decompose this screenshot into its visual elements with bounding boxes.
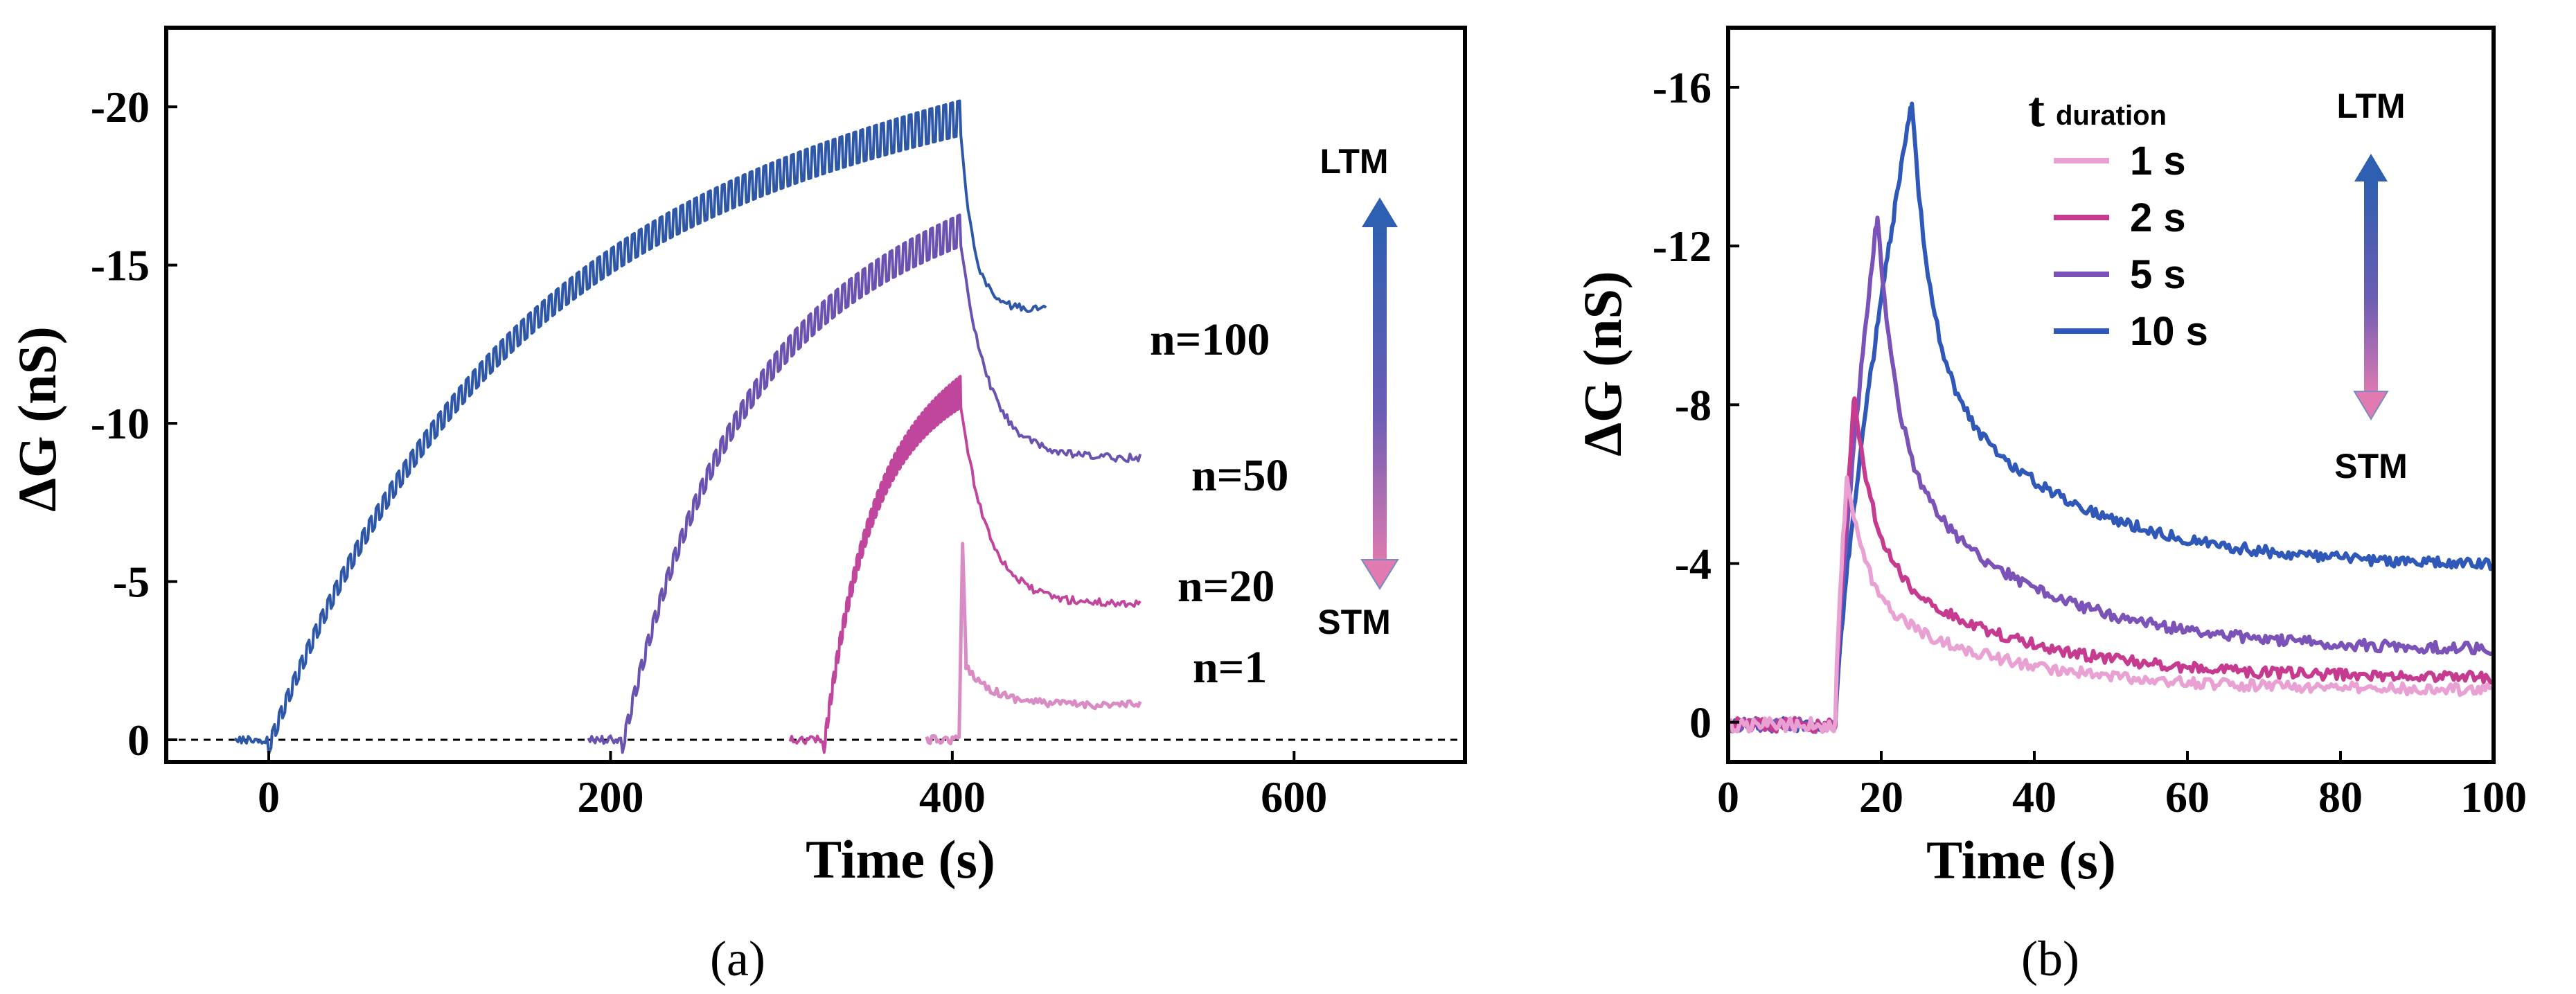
x-tick-label: 20 <box>1859 772 1903 822</box>
memory-arrow <box>1360 197 1399 590</box>
y-tick-label: -16 <box>1653 63 1712 112</box>
y-tick-label: -15 <box>91 241 150 290</box>
y-axis-label: ΔG (nS) <box>1572 271 1633 456</box>
y-axis-ticks: 0 -5 -10 -15 -20 <box>91 82 177 765</box>
y-tick-label: 0 <box>1689 698 1712 747</box>
y-tick-label: -4 <box>1675 540 1712 589</box>
series-label-n20: n=20 <box>1178 561 1274 612</box>
x-tick-label: 600 <box>1261 772 1327 822</box>
series-group <box>1726 101 2495 734</box>
legend-title: t <box>2028 82 2045 137</box>
series-line-1s <box>1727 475 2494 734</box>
series-line-n50 <box>587 213 1142 754</box>
ltm-label: LTM <box>2336 87 2405 125</box>
series-line-n20 <box>788 375 1142 754</box>
series-label-n100: n=100 <box>1150 314 1270 365</box>
y-axis-ticks: 0 -4 -8 -12 -16 <box>1653 63 1739 747</box>
memory-arrow <box>2353 154 2389 420</box>
series-label-n50: n=50 <box>1191 450 1288 501</box>
x-tick-label: 80 <box>2318 772 2363 822</box>
legend-label: 5 s <box>2130 252 2186 297</box>
ltm-label: LTM <box>1320 142 1388 181</box>
y-tick-label: -5 <box>113 558 150 607</box>
x-tick-label: 0 <box>1717 772 1739 822</box>
y-tick-label: -20 <box>91 82 150 132</box>
series-line-n100 <box>233 99 1047 756</box>
series-group <box>233 99 1142 756</box>
panel-label-b: (b) <box>2021 931 2079 986</box>
x-tick-label: 60 <box>2165 772 2210 822</box>
chart-panel-a: 0 200 400 600 0 -5 -10 -15 -20 Time (s) ΔG (nS)… <box>7 26 1467 986</box>
series-line-5s <box>1726 215 2494 734</box>
legend-title-subscript: duration <box>2056 100 2167 131</box>
series-line-n1 <box>925 542 1142 745</box>
legend-label: 2 s <box>2130 195 2186 240</box>
x-tick-label: 0 <box>258 772 280 822</box>
x-tick-label: 400 <box>919 772 986 822</box>
x-tick-label: 40 <box>2012 772 2057 822</box>
x-axis-ticks: 0 20 40 60 80 100 <box>1717 751 2527 822</box>
y-tick-label: -8 <box>1675 380 1712 429</box>
x-axis-ticks: 0 200 400 600 <box>258 751 1327 822</box>
panel-label-a: (a) <box>710 931 765 986</box>
x-axis-label: Time (s) <box>806 829 995 889</box>
y-tick-label: -10 <box>91 399 150 448</box>
series-line-2s <box>1727 396 2493 734</box>
y-axis-label: ΔG (nS) <box>7 326 67 512</box>
series-line-10s <box>1727 101 2495 734</box>
y-tick-label: -12 <box>1653 222 1712 271</box>
legend: 1 s 2 s 5 s 10 s <box>2054 139 2208 354</box>
x-tick-label: 200 <box>577 772 643 822</box>
x-tick-label: 100 <box>2460 772 2527 822</box>
series-label-n1: n=1 <box>1193 642 1267 693</box>
x-axis-label: Time (s) <box>1926 830 2116 890</box>
chart-panel-b: 0 20 40 60 80 100 0 -4 -8 -12 -16 Time (s) ΔG (nS… <box>1572 26 2527 986</box>
plot-frame <box>164 26 1467 764</box>
plot-frame <box>1726 26 2496 764</box>
legend-label: 10 s <box>2130 309 2208 354</box>
stm-label: STM <box>1317 603 1391 641</box>
legend-label: 1 s <box>2130 139 2186 184</box>
y-tick-label: 0 <box>127 716 150 765</box>
stm-label: STM <box>2334 447 2408 486</box>
